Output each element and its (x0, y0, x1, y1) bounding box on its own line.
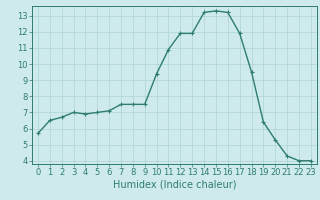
X-axis label: Humidex (Indice chaleur): Humidex (Indice chaleur) (113, 180, 236, 190)
